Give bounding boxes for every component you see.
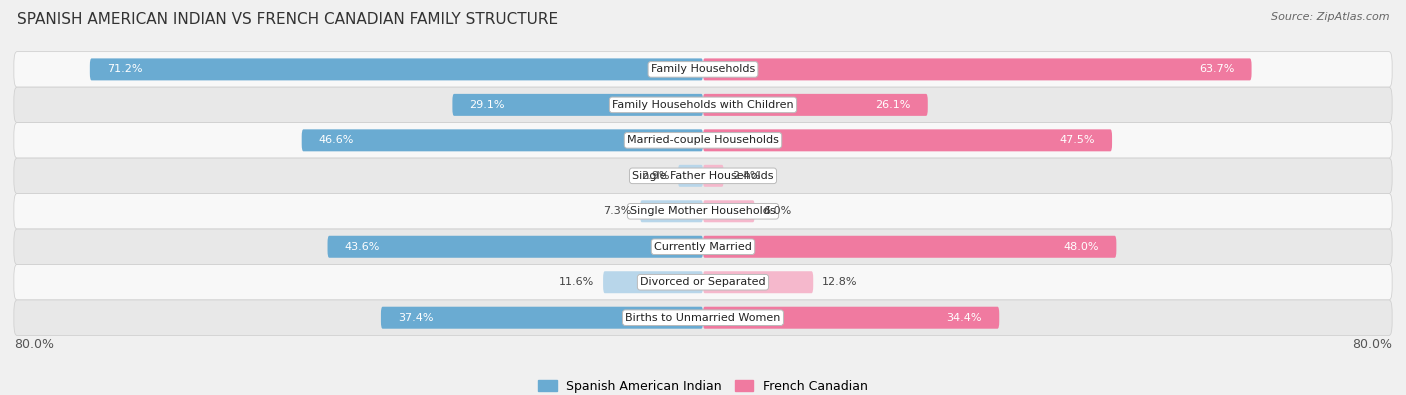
Legend: Spanish American Indian, French Canadian: Spanish American Indian, French Canadian — [533, 375, 873, 395]
Text: 7.3%: 7.3% — [603, 206, 631, 216]
FancyBboxPatch shape — [14, 158, 1392, 194]
Text: 11.6%: 11.6% — [560, 277, 595, 287]
FancyBboxPatch shape — [14, 300, 1392, 335]
FancyBboxPatch shape — [603, 271, 703, 293]
Text: Family Households with Children: Family Households with Children — [612, 100, 794, 110]
FancyBboxPatch shape — [90, 58, 703, 81]
Text: Currently Married: Currently Married — [654, 242, 752, 252]
Text: Divorced or Separated: Divorced or Separated — [640, 277, 766, 287]
FancyBboxPatch shape — [14, 229, 1392, 265]
FancyBboxPatch shape — [381, 307, 703, 329]
FancyBboxPatch shape — [703, 236, 1116, 258]
FancyBboxPatch shape — [640, 200, 703, 222]
Text: Births to Unmarried Women: Births to Unmarried Women — [626, 313, 780, 323]
Text: 2.4%: 2.4% — [733, 171, 761, 181]
Text: Source: ZipAtlas.com: Source: ZipAtlas.com — [1271, 12, 1389, 22]
Text: 43.6%: 43.6% — [344, 242, 380, 252]
Text: 47.5%: 47.5% — [1059, 135, 1095, 145]
FancyBboxPatch shape — [703, 307, 1000, 329]
Text: 63.7%: 63.7% — [1199, 64, 1234, 74]
Text: 48.0%: 48.0% — [1064, 242, 1099, 252]
FancyBboxPatch shape — [703, 165, 724, 187]
Text: 12.8%: 12.8% — [823, 277, 858, 287]
Text: 6.0%: 6.0% — [763, 206, 792, 216]
Text: Single Mother Households: Single Mother Households — [630, 206, 776, 216]
FancyBboxPatch shape — [678, 165, 703, 187]
FancyBboxPatch shape — [703, 271, 813, 293]
FancyBboxPatch shape — [14, 52, 1392, 87]
FancyBboxPatch shape — [14, 194, 1392, 229]
Text: 26.1%: 26.1% — [875, 100, 911, 110]
Text: Family Households: Family Households — [651, 64, 755, 74]
Text: Single Father Households: Single Father Households — [633, 171, 773, 181]
Text: 80.0%: 80.0% — [14, 338, 53, 351]
FancyBboxPatch shape — [14, 265, 1392, 300]
Text: Married-couple Households: Married-couple Households — [627, 135, 779, 145]
Text: 2.9%: 2.9% — [641, 171, 669, 181]
Text: 71.2%: 71.2% — [107, 64, 142, 74]
Text: SPANISH AMERICAN INDIAN VS FRENCH CANADIAN FAMILY STRUCTURE: SPANISH AMERICAN INDIAN VS FRENCH CANADI… — [17, 12, 558, 27]
FancyBboxPatch shape — [703, 129, 1112, 151]
Text: 46.6%: 46.6% — [319, 135, 354, 145]
FancyBboxPatch shape — [14, 122, 1392, 158]
FancyBboxPatch shape — [328, 236, 703, 258]
Text: 34.4%: 34.4% — [946, 313, 981, 323]
FancyBboxPatch shape — [703, 200, 755, 222]
FancyBboxPatch shape — [453, 94, 703, 116]
FancyBboxPatch shape — [703, 94, 928, 116]
Text: 37.4%: 37.4% — [398, 313, 433, 323]
FancyBboxPatch shape — [14, 87, 1392, 122]
FancyBboxPatch shape — [302, 129, 703, 151]
Text: 29.1%: 29.1% — [470, 100, 505, 110]
FancyBboxPatch shape — [703, 58, 1251, 81]
Text: 80.0%: 80.0% — [1353, 338, 1392, 351]
